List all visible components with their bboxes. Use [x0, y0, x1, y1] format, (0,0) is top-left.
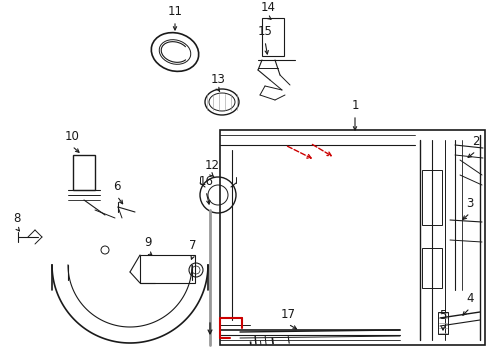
Text: 1: 1: [350, 99, 358, 112]
Bar: [220, 130, 484, 345]
Text: 3: 3: [466, 197, 473, 210]
Text: 11: 11: [167, 5, 182, 18]
Text: 12: 12: [204, 159, 219, 172]
Text: 4: 4: [465, 292, 473, 305]
Bar: [421, 170, 441, 225]
Text: 17: 17: [280, 308, 295, 321]
Text: 16: 16: [198, 175, 213, 188]
Text: 10: 10: [64, 130, 79, 143]
Text: 8: 8: [13, 212, 20, 225]
Bar: [140, 255, 195, 283]
Text: 7: 7: [189, 239, 196, 252]
Text: 2: 2: [471, 135, 479, 148]
Text: 5: 5: [438, 309, 446, 322]
Text: 15: 15: [257, 25, 272, 38]
Text: 6: 6: [113, 180, 121, 193]
Text: 13: 13: [210, 73, 225, 86]
Text: 9: 9: [144, 236, 151, 249]
Text: 14: 14: [260, 1, 275, 14]
Bar: [73, 155, 95, 190]
Bar: [421, 248, 441, 288]
Bar: [437, 312, 447, 334]
Bar: [262, 18, 284, 56]
